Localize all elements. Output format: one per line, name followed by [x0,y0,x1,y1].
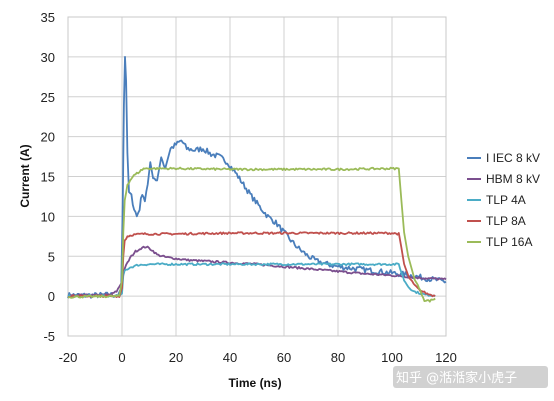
plot-series [67,56,447,303]
watermark-text: 知乎 @湉湉家小虎子 [396,370,517,386]
series-line [67,231,436,299]
y-tick-label: 20 [41,130,55,145]
legend-label: HBM 8 kV [486,172,540,186]
y-tick-label: 30 [41,50,55,65]
x-axis-title: Time (ns) [228,376,281,390]
axes [67,16,447,337]
legend-label: TLP 8A [486,214,526,228]
x-tick-label: 80 [331,350,345,365]
legend-label: TLP 16A [486,235,532,249]
x-tick-label: 100 [381,350,403,365]
y-tick-label: -5 [43,329,55,344]
x-tick-label: 60 [277,350,291,365]
plot-area-border [67,16,447,337]
tick-labels: -20 0 20 40 60 80 100 120 -5 0 5 10 15 20 25 30 35 [41,10,457,365]
y-tick-label: 5 [48,249,55,264]
watermark-shadow [393,366,548,388]
x-tick-label: 120 [435,350,457,365]
watermark: 知乎 @湉湉家小虎子 [393,366,548,388]
x-tick-label: 0 [118,350,125,365]
legend-label: I IEC 8 kV [486,151,540,165]
y-tick-label: 15 [41,170,55,185]
x-tick-label: -20 [59,350,78,365]
y-tick-label: 35 [41,10,55,25]
series-line [67,262,436,299]
legend-label: TLP 4A [486,193,526,207]
y-tick-label: 10 [41,209,55,224]
x-tick-label: 40 [223,350,237,365]
y-tick-label: 0 [48,289,55,304]
y-axis-title: Current (A) [18,144,32,207]
y-tick-label: 25 [41,90,55,105]
legend: I IEC 8 kV HBM 8 kV TLP 4A TLP 8A TLP 16A [467,151,540,249]
x-tick-label: 20 [169,350,183,365]
series-line [67,166,436,303]
